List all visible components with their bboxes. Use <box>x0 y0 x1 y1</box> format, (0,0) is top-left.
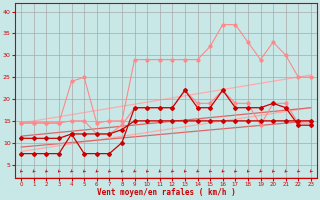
X-axis label: Vent moyen/en rafales ( km/h ): Vent moyen/en rafales ( km/h ) <box>97 188 236 197</box>
